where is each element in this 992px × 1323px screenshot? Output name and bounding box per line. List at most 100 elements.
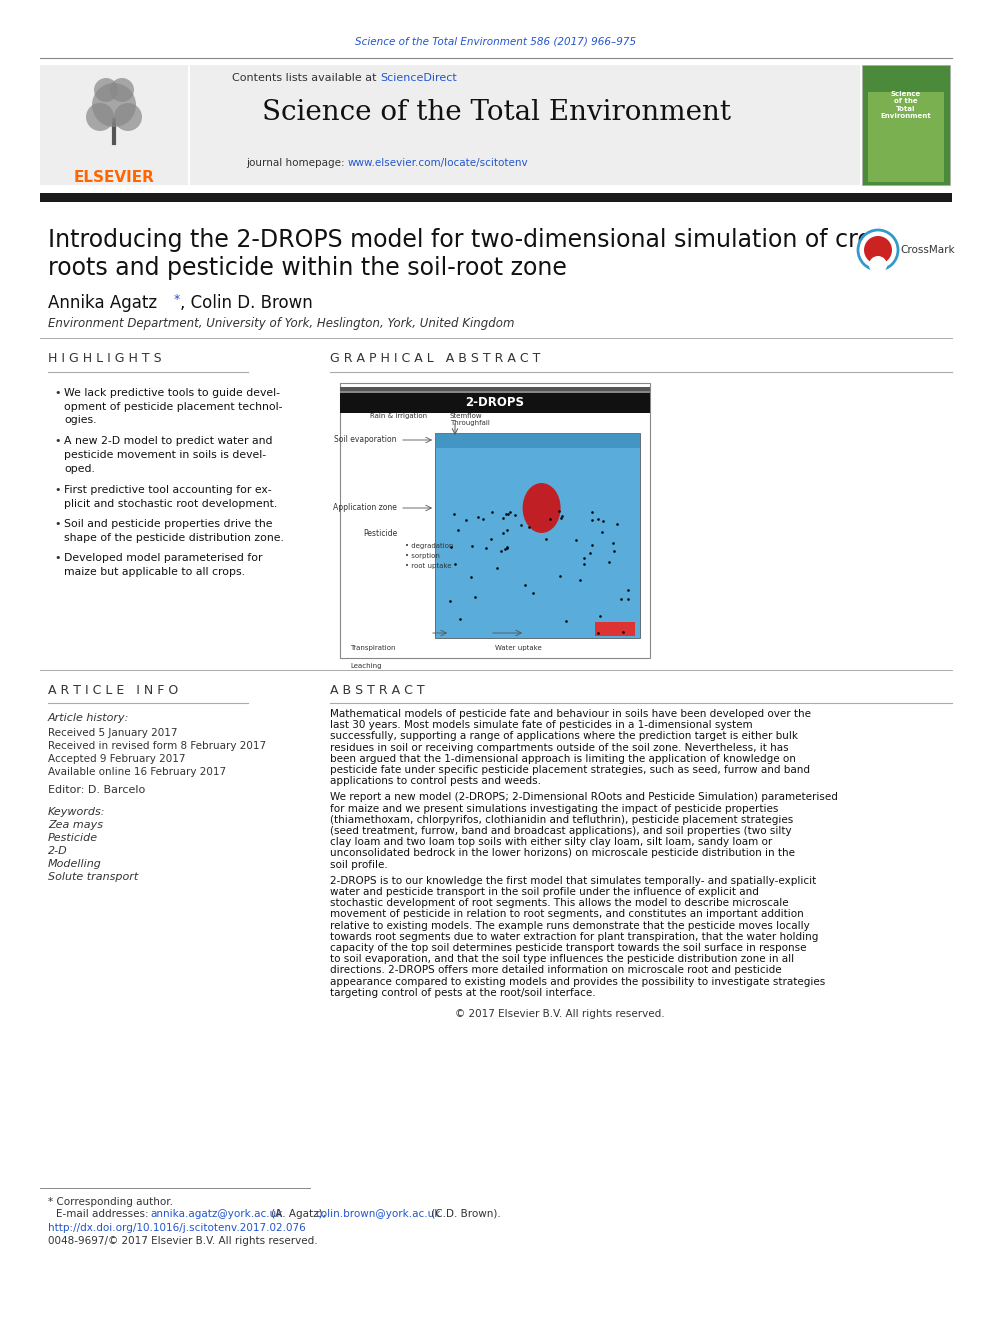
Text: applications to control pests and weeds.: applications to control pests and weeds. bbox=[330, 777, 541, 786]
Text: Science of the Total Environment 586 (2017) 966–975: Science of the Total Environment 586 (20… bbox=[355, 37, 637, 48]
Text: •: • bbox=[54, 553, 61, 564]
Text: capacity of the top soil determines pesticide transport towards the soil surface: capacity of the top soil determines pest… bbox=[330, 943, 806, 953]
Circle shape bbox=[110, 78, 134, 102]
Text: Throughfall: Throughfall bbox=[450, 419, 490, 426]
Text: •: • bbox=[54, 486, 61, 495]
Text: Article history:: Article history: bbox=[48, 713, 129, 722]
Text: Science
of the
Total
Environment: Science of the Total Environment bbox=[881, 91, 931, 119]
Bar bbox=[340, 393, 650, 413]
Text: Editor: D. Barcelo: Editor: D. Barcelo bbox=[48, 785, 145, 795]
Bar bbox=[340, 388, 650, 392]
Text: •: • bbox=[54, 437, 61, 446]
Text: Zea mays: Zea mays bbox=[48, 820, 103, 830]
Bar bbox=[40, 193, 952, 202]
Text: journal homepage:: journal homepage: bbox=[246, 157, 348, 168]
Text: clay loam and two loam top soils with either silty clay loam, silt loam, sandy l: clay loam and two loam top soils with ei… bbox=[330, 837, 772, 847]
Text: targeting control of pests at the root/soil interface.: targeting control of pests at the root/s… bbox=[330, 988, 595, 998]
Text: •: • bbox=[54, 519, 61, 529]
Ellipse shape bbox=[523, 483, 560, 533]
Text: movement of pesticide in relation to root segments, and constitutes an important: movement of pesticide in relation to roo… bbox=[330, 909, 804, 919]
Text: towards root segments due to water extraction for plant transpiration, that the : towards root segments due to water extra… bbox=[330, 931, 818, 942]
Text: water and pesticide transport in the soil profile under the influence of explici: water and pesticide transport in the soi… bbox=[330, 886, 759, 897]
Text: Annika Agatz: Annika Agatz bbox=[48, 294, 163, 312]
Bar bbox=[40, 65, 188, 185]
Text: (thiamethoxam, chlorpyrifos, clothianidin and tefluthrin), pesticide placement s: (thiamethoxam, chlorpyrifos, clothianidi… bbox=[330, 815, 794, 824]
Text: ELSEVIER: ELSEVIER bbox=[73, 171, 155, 185]
Text: appearance compared to existing models and provides the possibility to investiga: appearance compared to existing models a… bbox=[330, 976, 825, 987]
Text: 2-D: 2-D bbox=[48, 845, 67, 856]
Circle shape bbox=[94, 78, 118, 102]
Text: soil profile.: soil profile. bbox=[330, 860, 388, 869]
Text: Rain & irrigation: Rain & irrigation bbox=[370, 413, 428, 419]
Text: roots and pesticide within the soil-root zone: roots and pesticide within the soil-root… bbox=[48, 255, 566, 280]
Text: © 2017 Elsevier B.V. All rights reserved.: © 2017 Elsevier B.V. All rights reserved… bbox=[455, 1009, 665, 1019]
Text: Developed model parameterised for
maize but applicable to all crops.: Developed model parameterised for maize … bbox=[64, 553, 263, 577]
Bar bbox=[340, 382, 650, 658]
Text: Received in revised form 8 February 2017: Received in revised form 8 February 2017 bbox=[48, 741, 266, 751]
Circle shape bbox=[864, 235, 892, 265]
Circle shape bbox=[858, 230, 898, 270]
Text: (seed treatment, furrow, band and broadcast applications), and soil properties (: (seed treatment, furrow, band and broadc… bbox=[330, 826, 792, 836]
Bar bbox=[862, 65, 950, 185]
Text: • root uptake: • root uptake bbox=[405, 564, 451, 569]
Bar bbox=[340, 392, 650, 396]
Text: http://dx.doi.org/10.1016/j.scitotenv.2017.02.076: http://dx.doi.org/10.1016/j.scitotenv.20… bbox=[48, 1222, 306, 1233]
Circle shape bbox=[869, 255, 887, 274]
Text: First predictive tool accounting for ex-
plicit and stochastic root development.: First predictive tool accounting for ex-… bbox=[64, 486, 277, 508]
Circle shape bbox=[114, 103, 142, 131]
Text: 2-DROPS is to our knowledge the first model that simulates temporally- and spati: 2-DROPS is to our knowledge the first mo… bbox=[330, 876, 816, 886]
Bar bbox=[868, 93, 944, 183]
Text: www.elsevier.com/locate/scitotenv: www.elsevier.com/locate/scitotenv bbox=[348, 157, 529, 168]
Text: Water uptake: Water uptake bbox=[495, 646, 542, 651]
Text: Transpiration: Transpiration bbox=[350, 646, 396, 651]
Text: Solute transport: Solute transport bbox=[48, 872, 138, 882]
Text: relative to existing models. The example runs demonstrate that the pesticide mov: relative to existing models. The example… bbox=[330, 921, 809, 930]
Text: E-mail addresses:: E-mail addresses: bbox=[56, 1209, 152, 1218]
Text: residues in soil or receiving compartments outside of the soil zone. Nevertheles: residues in soil or receiving compartmen… bbox=[330, 742, 789, 753]
Text: Leaching: Leaching bbox=[350, 663, 382, 669]
Text: Modelling: Modelling bbox=[48, 859, 102, 869]
Bar bbox=[595, 622, 635, 636]
Text: colin.brown@york.ac.uk: colin.brown@york.ac.uk bbox=[315, 1209, 440, 1218]
Text: (C.D. Brown).: (C.D. Brown). bbox=[428, 1209, 501, 1218]
Text: •: • bbox=[54, 388, 61, 398]
Text: Science of the Total Environment: Science of the Total Environment bbox=[262, 98, 730, 126]
Text: last 30 years. Most models simulate fate of pesticides in a 1-dimensional system: last 30 years. Most models simulate fate… bbox=[330, 720, 753, 730]
Text: We lack predictive tools to guide devel-
opment of pesticide placement technol-
: We lack predictive tools to guide devel-… bbox=[64, 388, 283, 425]
Text: Available online 16 February 2017: Available online 16 February 2017 bbox=[48, 767, 226, 777]
Text: Pesticide: Pesticide bbox=[48, 833, 98, 843]
Circle shape bbox=[92, 83, 136, 127]
Text: Pesticide: Pesticide bbox=[363, 528, 397, 537]
Text: Received 5 January 2017: Received 5 January 2017 bbox=[48, 728, 178, 738]
Text: successfully, supporting a range of applications where the prediction target is : successfully, supporting a range of appl… bbox=[330, 732, 798, 741]
Text: stochastic development of root segments. This allows the model to describe micro: stochastic development of root segments.… bbox=[330, 898, 789, 908]
Text: annika.agatz@york.ac.uk: annika.agatz@york.ac.uk bbox=[150, 1209, 283, 1218]
Text: Keywords:: Keywords: bbox=[48, 807, 105, 818]
Bar bbox=[435, 433, 640, 448]
Text: CrossMark: CrossMark bbox=[900, 245, 954, 255]
Text: Soil evaporation: Soil evaporation bbox=[334, 435, 397, 445]
Text: A new 2-D model to predict water and
pesticide movement in soils is devel-
oped.: A new 2-D model to predict water and pes… bbox=[64, 437, 273, 474]
Bar bbox=[190, 65, 860, 185]
Text: H I G H L I G H T S: H I G H L I G H T S bbox=[48, 352, 162, 365]
Text: Stemflow: Stemflow bbox=[450, 413, 483, 419]
Text: Soil and pesticide properties drive the
shape of the pesticide distribution zone: Soil and pesticide properties drive the … bbox=[64, 519, 284, 542]
Text: We report a new model (2-DROPS; 2-Dimensional ROots and Pesticide Simulation) pa: We report a new model (2-DROPS; 2-Dimens… bbox=[330, 792, 838, 803]
Text: unconsolidated bedrock in the lower horizons) on microscale pesticide distributi: unconsolidated bedrock in the lower hori… bbox=[330, 848, 795, 859]
Text: ScienceDirect: ScienceDirect bbox=[380, 73, 456, 83]
Text: been argued that the 1-dimensional approach is limiting the application of knowl: been argued that the 1-dimensional appro… bbox=[330, 754, 796, 763]
Text: to soil evaporation, and that the soil type influences the pesticide distributio: to soil evaporation, and that the soil t… bbox=[330, 954, 795, 964]
Text: Application zone: Application zone bbox=[333, 504, 397, 512]
Text: Accepted 9 February 2017: Accepted 9 February 2017 bbox=[48, 754, 186, 763]
Text: Environment Department, University of York, Heslington, York, United Kingdom: Environment Department, University of Yo… bbox=[48, 316, 515, 329]
Text: , Colin D. Brown: , Colin D. Brown bbox=[180, 294, 312, 312]
Text: G R A P H I C A L   A B S T R A C T: G R A P H I C A L A B S T R A C T bbox=[330, 352, 541, 365]
Text: pesticide fate under specific pesticide placement strategies, such as seed, furr: pesticide fate under specific pesticide … bbox=[330, 765, 810, 775]
Circle shape bbox=[86, 103, 114, 131]
Text: • degradation: • degradation bbox=[405, 542, 453, 549]
Text: Introducing the 2-DROPS model for two-dimensional simulation of crop: Introducing the 2-DROPS model for two-di… bbox=[48, 228, 887, 251]
Text: Pesticide: Pesticide bbox=[601, 648, 629, 654]
Text: A R T I C L E   I N F O: A R T I C L E I N F O bbox=[48, 684, 179, 696]
Text: • sorption: • sorption bbox=[405, 553, 439, 560]
Bar bbox=[435, 433, 640, 638]
